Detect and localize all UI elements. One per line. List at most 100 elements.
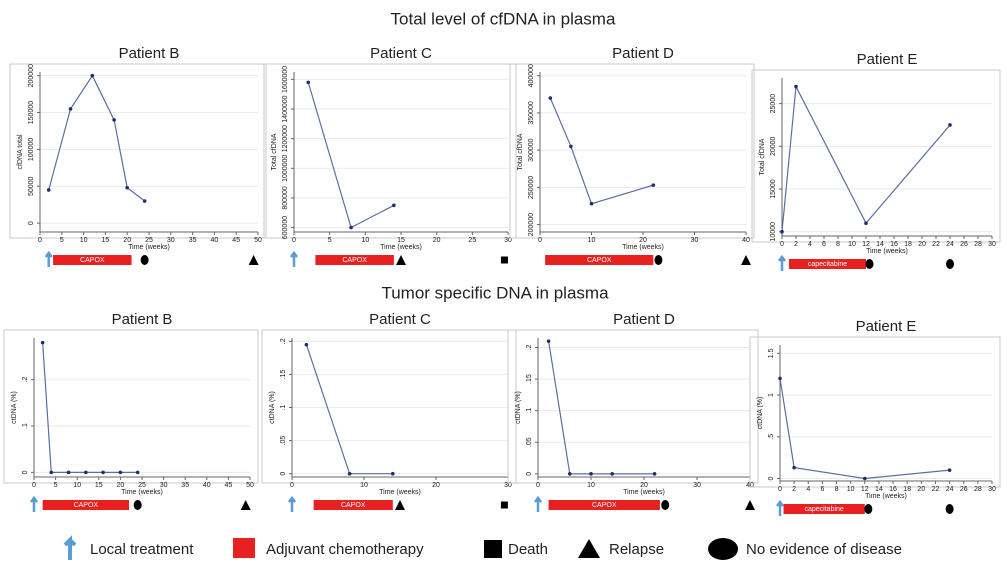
- data-point: [610, 472, 614, 476]
- x-tick-label: 30: [167, 237, 175, 244]
- x-tick-label: 2: [794, 241, 798, 248]
- treatment-bar: [42, 500, 130, 510]
- y-tick-label: .15: [280, 369, 287, 379]
- y-tick-label: .1: [526, 408, 533, 414]
- y-tick-label: .05: [526, 437, 533, 447]
- y-tick-label: 300000: [528, 138, 535, 161]
- data-point: [46, 188, 51, 192]
- event-triangle: [745, 500, 755, 510]
- x-tick-label: 5: [328, 237, 332, 244]
- data-point: [135, 470, 140, 475]
- y-tick-label: 350000: [528, 101, 535, 124]
- event-circle: [945, 504, 954, 514]
- x-tick-label: 22: [932, 486, 940, 493]
- legend-label: Death: [508, 541, 548, 558]
- x-tick-label: 16: [890, 241, 898, 248]
- x-tick-label: 30: [988, 486, 996, 493]
- x-tick-label: 22: [932, 241, 940, 248]
- x-tick-label: 45: [232, 237, 240, 244]
- x-tick-label: 20: [639, 237, 647, 244]
- event-triangle: [240, 500, 251, 510]
- y-tick-label: 600000: [282, 216, 289, 239]
- data-line: [781, 84, 951, 232]
- data-line: [48, 74, 146, 202]
- plot-frame: [263, 63, 517, 239]
- event-arrow: [30, 495, 38, 512]
- data-point: [589, 201, 594, 206]
- y-tick-label: .05: [280, 436, 287, 446]
- treatment-label: CAPOX: [74, 502, 99, 509]
- data-point: [863, 476, 867, 481]
- x-tick-label: 16: [889, 486, 897, 493]
- x-tick-label: 20: [117, 482, 125, 489]
- data-line: [549, 97, 654, 205]
- x-tick-label: 28: [974, 241, 982, 248]
- data-point: [864, 221, 868, 225]
- chart-title: Patient E: [856, 318, 917, 335]
- treatment-label: CAPOX: [592, 502, 617, 509]
- chart: Patient D 200000 250000 300000 350000 400000 0…: [509, 45, 755, 265]
- y-tick-label: 100000: [28, 138, 35, 161]
- chart: Patient C 600000 800000 1000000 1200000 14000…: [263, 45, 517, 267]
- event-circle: [946, 259, 954, 269]
- x-tick-label: 4: [806, 486, 810, 493]
- legend-circle: [708, 538, 738, 560]
- x-tick-label: 25: [138, 482, 146, 489]
- y-tick-label: 15000: [770, 179, 777, 199]
- x-tick-label: 6: [822, 241, 826, 248]
- y-tick-label: 0: [526, 472, 533, 476]
- x-tick-label: 26: [960, 241, 968, 248]
- y-tick-label: 400000: [528, 64, 535, 87]
- x-tick-label: 0: [536, 482, 540, 489]
- plot-frame: [751, 69, 1001, 243]
- x-tick-label: 15: [95, 482, 103, 489]
- y-tick-label: .15: [526, 374, 533, 384]
- y-axis-label: Total cfDNA: [271, 133, 278, 170]
- x-tick-label: 30: [160, 482, 168, 489]
- x-tick-label: 30: [988, 241, 996, 248]
- chart-title: Patient E: [857, 51, 918, 68]
- x-tick-label: 20: [640, 482, 648, 489]
- data-line: [548, 341, 655, 475]
- x-tick-label: 45: [225, 482, 233, 489]
- event-triangle: [396, 255, 406, 265]
- plot-frame: [507, 329, 759, 484]
- treatment-label: CAPOX: [342, 257, 367, 264]
- data-point: [651, 183, 656, 187]
- x-tick-label: 20: [123, 237, 131, 244]
- x-tick-label: 0: [292, 237, 296, 244]
- x-tick-label: 2: [792, 486, 796, 493]
- chart: Patient B 0 50000 100000 150000 200000 0 5 10 15 2…: [9, 45, 267, 267]
- data-point: [118, 470, 123, 475]
- y-tick-label: 1600000: [282, 66, 289, 93]
- event-square: [500, 501, 508, 509]
- treatment-bar: [545, 255, 654, 265]
- treatment-bar: [53, 255, 132, 265]
- chart-title: Patient D: [612, 45, 674, 62]
- y-axis-label: ctDNA (%): [269, 391, 276, 424]
- x-tick-label: 40: [742, 237, 750, 244]
- data-point: [40, 340, 45, 345]
- x-tick-label: 30: [504, 482, 512, 489]
- treatment-label: CAPOX: [341, 502, 366, 509]
- y-axis-label: Total cfDNA: [759, 138, 766, 175]
- x-axis-label: Time (weeks): [865, 493, 907, 500]
- x-tick-label: 0: [780, 241, 784, 248]
- y-tick-label: .5: [768, 434, 775, 440]
- data-point: [568, 472, 572, 476]
- legend-label: Local treatment: [90, 541, 194, 558]
- x-tick-label: 10: [587, 482, 595, 489]
- treatment-label: capecitabine: [808, 261, 847, 268]
- chart-title: Patient B: [112, 311, 173, 328]
- x-tick-label: 10: [588, 237, 596, 244]
- y-tick-label: .2: [526, 344, 533, 350]
- x-tick-label: 25: [145, 237, 153, 244]
- x-tick-label: 0: [538, 237, 542, 244]
- data-point: [306, 80, 311, 85]
- treatment-bar: [548, 500, 660, 510]
- x-tick-label: 12: [862, 241, 870, 248]
- chart-title: Patient C: [370, 45, 432, 62]
- data-point: [90, 73, 95, 78]
- data-point: [347, 471, 352, 476]
- data-point: [589, 472, 593, 476]
